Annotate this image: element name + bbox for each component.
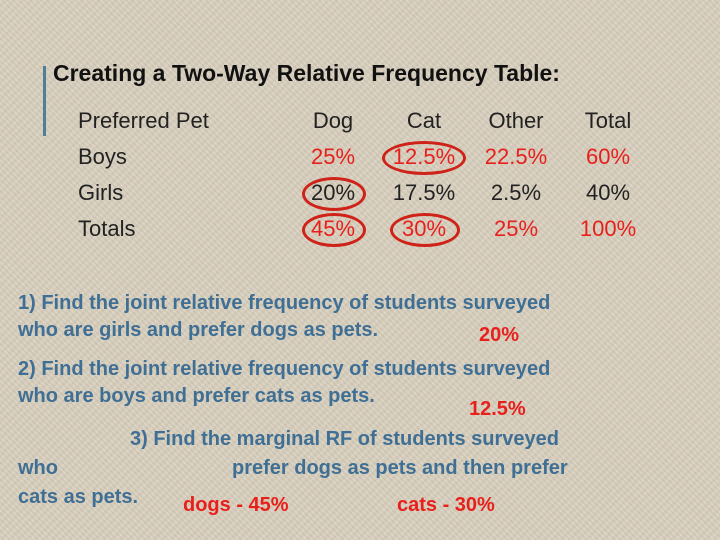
question-2-line-2: who are boys and prefer cats as pets. [18,385,375,407]
table-row-boys: Boys 25% 12.5% 22.5% 60% [68,139,654,175]
question-1-line-1: 1) Find the joint relative frequency of … [18,292,551,314]
page-title: Creating a Two-Way Relative Frequency Ta… [53,60,560,86]
cell-girls-cat: 17.5% [392,180,456,205]
question-3-line-1: 3) Find the marginal RF of students surv… [130,428,559,450]
cell-boys-dog: 25% [310,144,356,169]
cell-boys-cat-value: 12.5% [392,144,456,169]
question-3-line-2-start: who [18,457,58,479]
question-2-line-1: 2) Find the joint relative frequency of … [18,358,551,380]
relative-frequency-table: Preferred Pet Dog Cat Other Total Boys 2… [68,103,654,247]
cell-totals-dog: 45% [288,211,378,247]
cell-boys-other: 22.5% [484,144,548,169]
question-1-line-2: who are girls and prefer dogs as pets. [18,319,379,341]
cell-boys-cat: 12.5% [378,139,470,175]
cell-totals-cat: 30% [378,211,470,247]
cell-totals-dog-value: 45% [310,216,356,241]
cell-girls-other: 2.5% [490,180,542,205]
header-preferred-pet: Preferred Pet [78,108,209,133]
title-accent-bar [43,66,46,136]
row-label-boys: Boys [78,144,127,169]
cell-totals-other: 25% [493,216,539,241]
answer-3-cats: cats - 30% [397,494,495,516]
question-3-line-2-end: prefer dogs as pets and then prefer [232,457,568,479]
cell-totals-total: 100% [579,216,637,241]
cell-girls-total: 40% [585,180,631,205]
answer-3-dogs: dogs - 45% [183,494,289,516]
answer-2: 12.5% [469,398,526,420]
table-row-girls: Girls 20% 17.5% 2.5% 40% [68,175,654,211]
header-dog: Dog [312,108,354,133]
cell-girls-dog-value: 20% [310,180,356,205]
row-label-girls: Girls [78,180,124,205]
cell-boys-total: 60% [585,144,631,169]
table-header-row: Preferred Pet Dog Cat Other Total [68,103,654,139]
cell-totals-cat-value: 30% [401,216,447,241]
answer-1: 20% [479,324,520,346]
cell-girls-dog: 20% [288,175,378,211]
header-cat: Cat [406,108,442,133]
header-total: Total [584,108,632,133]
row-label-totals: Totals [78,216,136,241]
header-other: Other [488,108,544,133]
question-3-line-3: cats as pets. [18,486,139,508]
table-row-totals: Totals 45% 30% 25% 100% [68,211,654,247]
